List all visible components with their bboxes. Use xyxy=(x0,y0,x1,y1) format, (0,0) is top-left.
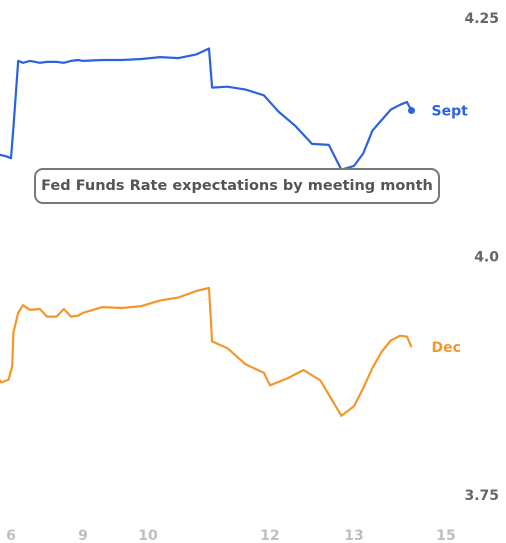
x-axis-ticks: 6 9 10 12 13 15 xyxy=(6,528,456,543)
y-tick-label: 3.75 xyxy=(464,488,499,504)
series-lines xyxy=(0,47,415,417)
series-label-dec: Dec xyxy=(432,340,461,356)
x-tick-label: 13 xyxy=(344,528,363,543)
y-tick-label: 4.25 xyxy=(464,11,499,27)
x-tick-label: 6 xyxy=(6,528,16,543)
series-line-sept xyxy=(0,47,413,171)
x-tick-label: 10 xyxy=(138,528,158,543)
y-axis-ticks: 4.25 4.0 3.75 xyxy=(464,11,499,504)
chart-title: Fed Funds Rate expectations by meeting m… xyxy=(34,168,440,204)
x-tick-label: 12 xyxy=(260,528,279,543)
series-label-sept: Sept xyxy=(432,104,469,120)
x-tick-label: 9 xyxy=(78,528,88,543)
y-tick-label: 4.0 xyxy=(474,250,499,266)
series-end-marker xyxy=(408,107,415,115)
series-labels: Sept Dec xyxy=(432,104,469,357)
series-line-dec xyxy=(0,286,413,417)
x-tick-label: 15 xyxy=(436,528,455,543)
